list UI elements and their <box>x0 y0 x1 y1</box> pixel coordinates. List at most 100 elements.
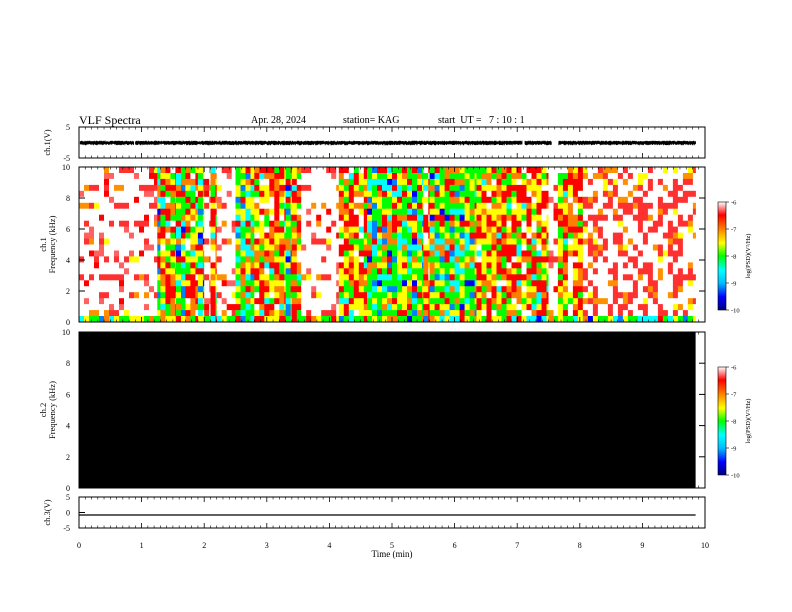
spec1-cell <box>682 256 689 263</box>
spec1-cell <box>476 304 482 311</box>
spec1-cell <box>348 208 355 215</box>
spec1-cell <box>291 173 298 180</box>
spec1-cell <box>358 232 365 239</box>
spec1-cell <box>632 280 639 287</box>
spec1-cell <box>397 178 403 186</box>
spec1-cell <box>124 286 130 293</box>
spec1-cell <box>79 286 85 293</box>
spec1-cell <box>572 268 579 275</box>
spec1-cell <box>311 304 317 311</box>
spec1-cell <box>99 214 105 221</box>
spec1-cell <box>175 262 177 269</box>
spec1-cell <box>657 196 664 204</box>
spec1-cell <box>516 280 522 287</box>
spec1-cell <box>469 208 475 215</box>
spec1-cell <box>119 280 125 287</box>
spec1-cell <box>353 244 360 251</box>
spec1-cell <box>185 220 191 227</box>
spec1-cell <box>597 268 604 275</box>
spec1-cell <box>195 173 199 180</box>
spec1-cell <box>402 202 408 210</box>
spec1-cell <box>99 196 105 204</box>
spec1-cell <box>254 316 260 323</box>
spec1-cell <box>165 214 171 221</box>
spec1-cell <box>617 274 624 281</box>
spec1-cell <box>622 262 629 269</box>
spec1-cell <box>181 286 186 293</box>
spec1-cell <box>491 173 497 180</box>
spec1-cell <box>139 232 145 239</box>
spec1-cell <box>197 316 204 323</box>
spec1-cell <box>428 232 430 239</box>
spec1-cell <box>175 214 177 221</box>
spec1-cell <box>240 292 246 299</box>
spec1-cell <box>285 304 291 311</box>
spec1-cell <box>587 173 594 180</box>
spec1-cell <box>94 250 100 257</box>
spec1-cell <box>197 298 204 305</box>
spec1-cell <box>662 244 669 251</box>
spec1-cell <box>306 208 312 215</box>
spec1-cell <box>190 250 196 257</box>
spec1-cell <box>672 256 679 263</box>
spec1-cell <box>195 268 199 275</box>
spec1-cell <box>144 280 150 287</box>
spec1-cell <box>160 214 166 221</box>
spec1-cell <box>348 244 355 251</box>
spec1-cell <box>652 250 659 257</box>
spec1-cell <box>607 214 614 221</box>
spec1-cell <box>428 310 430 317</box>
spec1-cell <box>231 244 236 251</box>
spec1-cell <box>582 262 589 269</box>
spec1-cell <box>114 304 120 311</box>
spec1-cell <box>348 274 355 281</box>
spec1-cell <box>254 184 260 192</box>
spec1-cell <box>254 274 260 281</box>
spec1-cell <box>231 256 236 263</box>
spec1-cell <box>382 268 388 275</box>
spec1-cell <box>216 262 222 269</box>
spec1-cell <box>160 298 166 305</box>
spec1-cell <box>541 298 547 305</box>
spec1-cell <box>464 286 470 293</box>
spec1-cell <box>284 226 286 233</box>
spec1-cell <box>402 316 408 323</box>
spec1-cell <box>587 310 594 317</box>
spec1-cell <box>546 274 549 281</box>
spec1-cell <box>667 268 674 275</box>
spec1-cell <box>652 256 659 263</box>
spec1-cell <box>597 292 604 299</box>
spec1-cell <box>202 256 205 263</box>
spec1-cell <box>210 226 216 233</box>
spec1-cell <box>607 250 614 257</box>
spec1-cell <box>417 220 423 227</box>
spec1-cell <box>221 208 227 215</box>
spec1-cell <box>331 304 337 311</box>
spec1-cell <box>215 304 218 311</box>
spec1-cell <box>444 232 450 239</box>
spec1-cell <box>215 274 218 281</box>
spec1-cell <box>526 280 532 287</box>
spec1-cell <box>296 214 302 221</box>
spec1-cell <box>422 292 424 299</box>
spec1-cell <box>647 244 654 251</box>
spec1-cell <box>109 280 115 287</box>
spec1-cell <box>197 310 204 317</box>
spec1-cell <box>129 184 135 192</box>
spec1-cell <box>637 202 644 210</box>
spec1-cell <box>274 208 280 215</box>
spec1-cell <box>496 173 502 180</box>
spec1-cell <box>269 268 275 275</box>
spec1-cell <box>226 310 232 317</box>
spec1-cell <box>382 202 388 210</box>
spec1-cell <box>577 190 584 198</box>
spec1-cell <box>521 196 527 204</box>
spec1-cell <box>181 238 186 245</box>
spec1-cell <box>372 178 378 186</box>
spec1-cell <box>627 214 634 221</box>
spec1-cell <box>226 250 232 257</box>
spec1-cell <box>412 298 418 305</box>
spec1-cell <box>284 196 286 204</box>
spec1-cell <box>204 286 210 293</box>
spec1-cell <box>572 184 579 192</box>
